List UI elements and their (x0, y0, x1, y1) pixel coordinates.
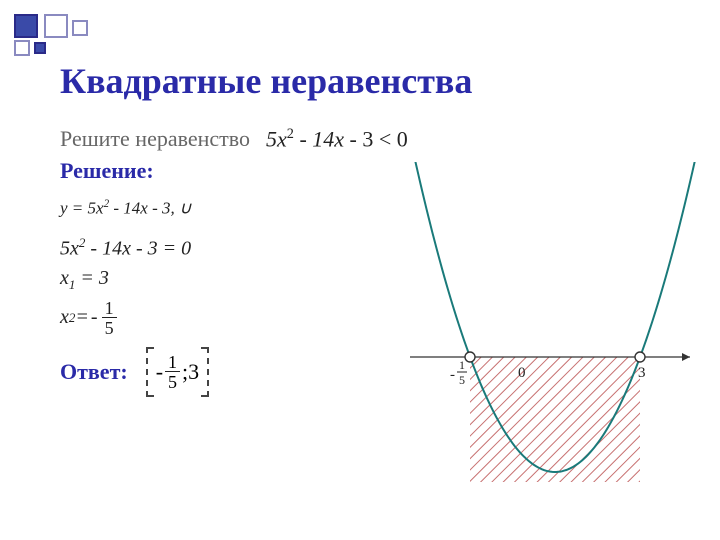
parabola-chart: 0 3 -15 (370, 162, 700, 482)
solution-steps: y = 5x2 - 14x - 3, ∪ 5x2 - 14x - 3 = 0 x… (60, 192, 360, 396)
slide-title: Квадратные неравенства (60, 60, 680, 102)
answer-interval: - 1 5 ;3 (146, 347, 209, 397)
answer-row: Ответ: - 1 5 ;3 (60, 347, 360, 397)
equation-set-zero: 5x2 - 14x - 3 = 0 (60, 235, 360, 261)
slide-content: Квадратные неравенства Решите неравенств… (0, 0, 720, 417)
root-2: x2 = - 1 5 (60, 299, 360, 337)
svg-text:3: 3 (638, 365, 646, 381)
svg-text:-: - (450, 367, 455, 383)
svg-text:5: 5 (459, 373, 465, 387)
root-1: x1 = 3 (60, 267, 360, 293)
inequality-expression: 5x2 - 14x - 3 < 0 (266, 126, 408, 152)
function-definition: y = 5x2 - 14x - 3, ∪ (60, 198, 360, 219)
prompt-text: Решите неравенство (60, 126, 250, 152)
parabola-svg: 0 3 -15 (370, 162, 700, 482)
svg-text:0: 0 (518, 365, 526, 381)
answer-label: Ответ: (60, 359, 128, 385)
decorative-corner (10, 10, 190, 50)
svg-text:1: 1 (459, 358, 465, 372)
